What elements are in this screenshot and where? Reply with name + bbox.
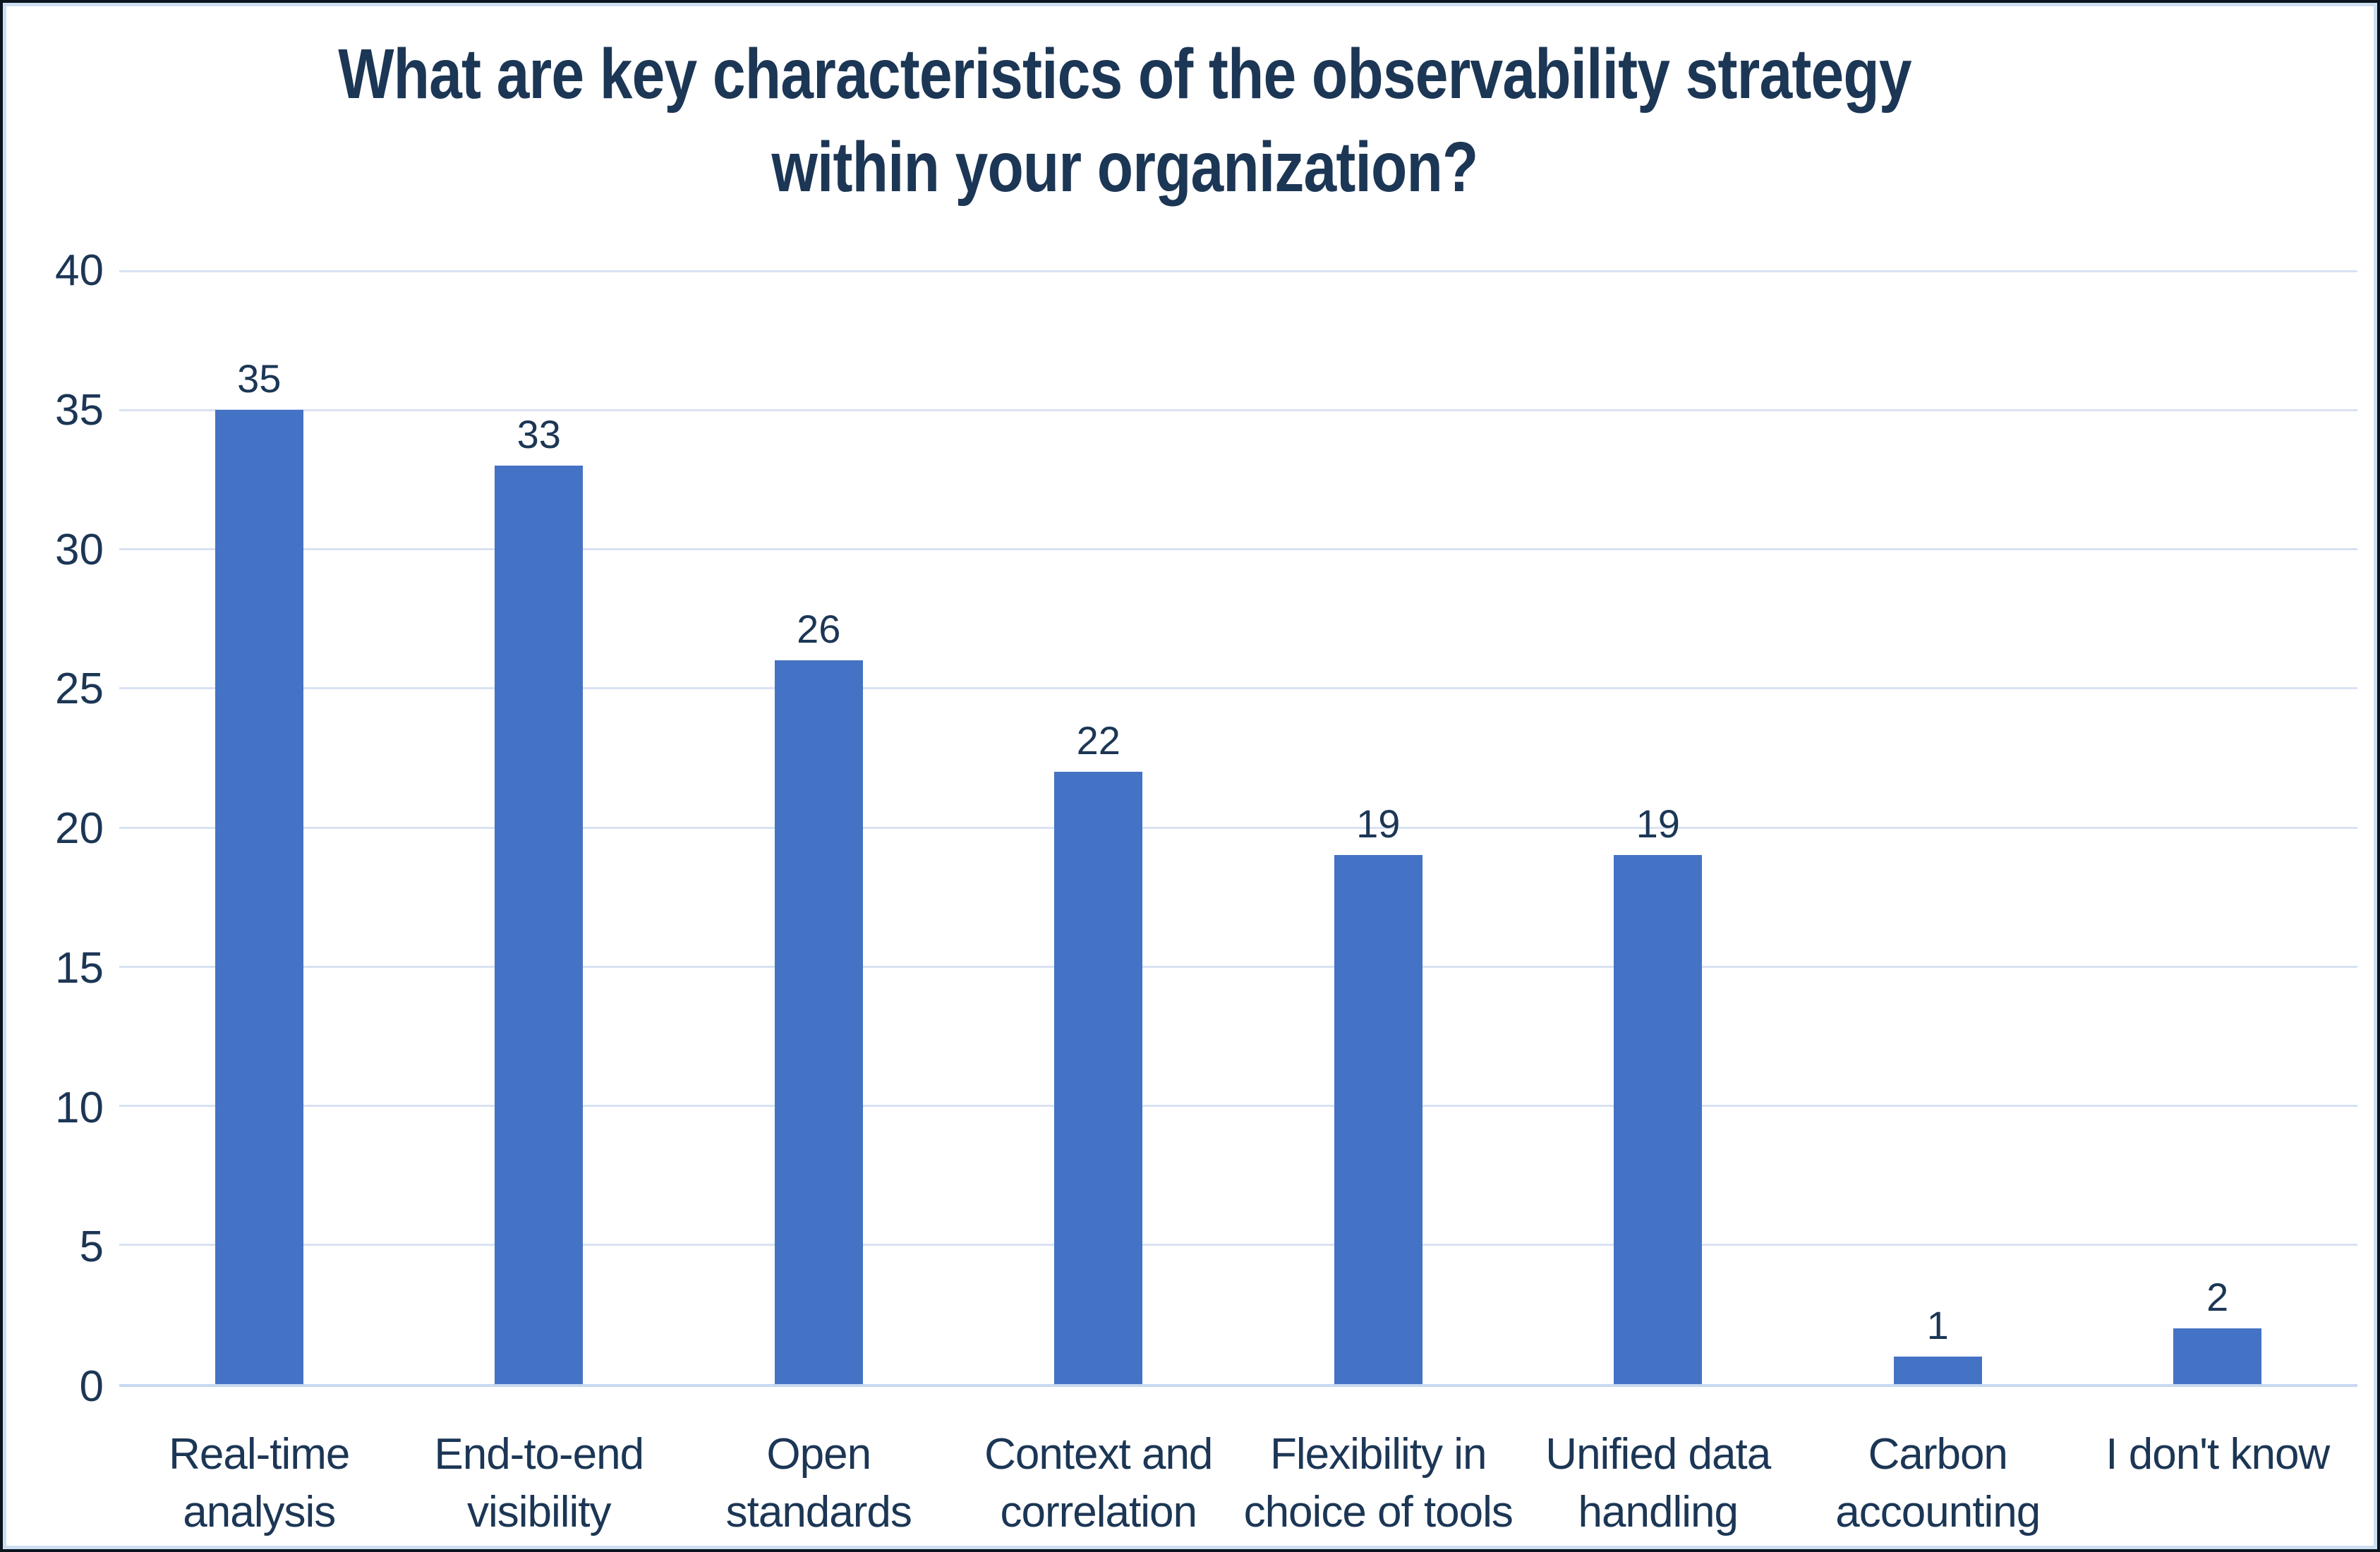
bar-column: 33	[399, 271, 679, 1384]
bar-column: 22	[959, 271, 1239, 1384]
bar	[495, 466, 584, 1384]
chart-title-line-2: within your organization?	[771, 128, 1479, 207]
bar-value-label: 1	[1926, 1302, 1949, 1347]
x-category-label: Context and correlation	[984, 1430, 1213, 1537]
y-tick-label: 40	[55, 246, 104, 295]
bar-value-label: 33	[517, 412, 561, 457]
chart-title-line-1: What are key characteristics of the obse…	[338, 35, 1911, 114]
bar-value-label: 2	[2206, 1275, 2229, 1320]
y-gridline	[119, 269, 2357, 272]
y-tick-label: 20	[55, 804, 104, 853]
plot-area: 35 33 26 22 19 19 1 2	[119, 269, 2357, 1387]
x-category-label: End-to-end visibility	[434, 1430, 644, 1537]
bar-value-label: 19	[1636, 801, 1680, 847]
y-gridline	[119, 1105, 2357, 1107]
bar	[2173, 1328, 2262, 1384]
y-gridline	[119, 1244, 2357, 1247]
x-category-label: Flexibility in choice of tools	[1243, 1430, 1514, 1537]
x-category-label: Real-time analysis	[169, 1430, 350, 1537]
bar-value-label: 22	[1076, 718, 1120, 763]
chart-title: What are key characteristics of the obse…	[186, 28, 2065, 214]
bar-value-label: 19	[1356, 801, 1401, 847]
bar-column: 2	[2078, 271, 2358, 1384]
bar-value-label: 26	[797, 607, 841, 652]
y-gridline	[119, 826, 2357, 829]
y-gridline	[119, 965, 2357, 968]
y-gridline	[119, 548, 2357, 550]
bar	[1334, 855, 1422, 1384]
y-tick-label: 35	[55, 385, 104, 435]
y-tick-label: 5	[79, 1223, 104, 1272]
y-tick-label: 25	[55, 665, 104, 714]
x-category-label: Carbon accounting	[1835, 1430, 2041, 1537]
bar	[215, 410, 303, 1384]
x-category-label: Open standards	[725, 1430, 912, 1537]
y-tick-label: 0	[79, 1362, 104, 1411]
bar-value-label: 35	[237, 356, 282, 401]
bars-row: 35 33 26 22 19 19 1 2	[119, 271, 2357, 1384]
x-category-label: I don't know	[2106, 1430, 2330, 1479]
y-axis: 0 5 10 15 20 25 30 35 40	[20, 249, 104, 1409]
bar	[774, 660, 863, 1384]
bar	[1614, 855, 1703, 1384]
bar-column: 19	[1518, 271, 1799, 1384]
bar	[1893, 1356, 1982, 1384]
bar-column: 19	[1238, 271, 1518, 1384]
x-category-label: Unified data handling	[1545, 1430, 1771, 1537]
y-gridline	[119, 408, 2357, 411]
bar-column: 35	[119, 271, 399, 1384]
y-tick-label: 15	[55, 943, 104, 993]
bar-column: 1	[1798, 271, 2078, 1384]
bar	[1054, 772, 1143, 1384]
y-gridline	[119, 687, 2357, 690]
chart-canvas: What are key characteristics of the obse…	[3, 3, 2377, 1549]
bar-column: 26	[679, 271, 959, 1384]
y-tick-label: 30	[55, 525, 104, 574]
x-axis: Real-time analysis End-to-end visibility O…	[119, 1426, 2357, 1542]
y-tick-label: 10	[55, 1083, 104, 1132]
